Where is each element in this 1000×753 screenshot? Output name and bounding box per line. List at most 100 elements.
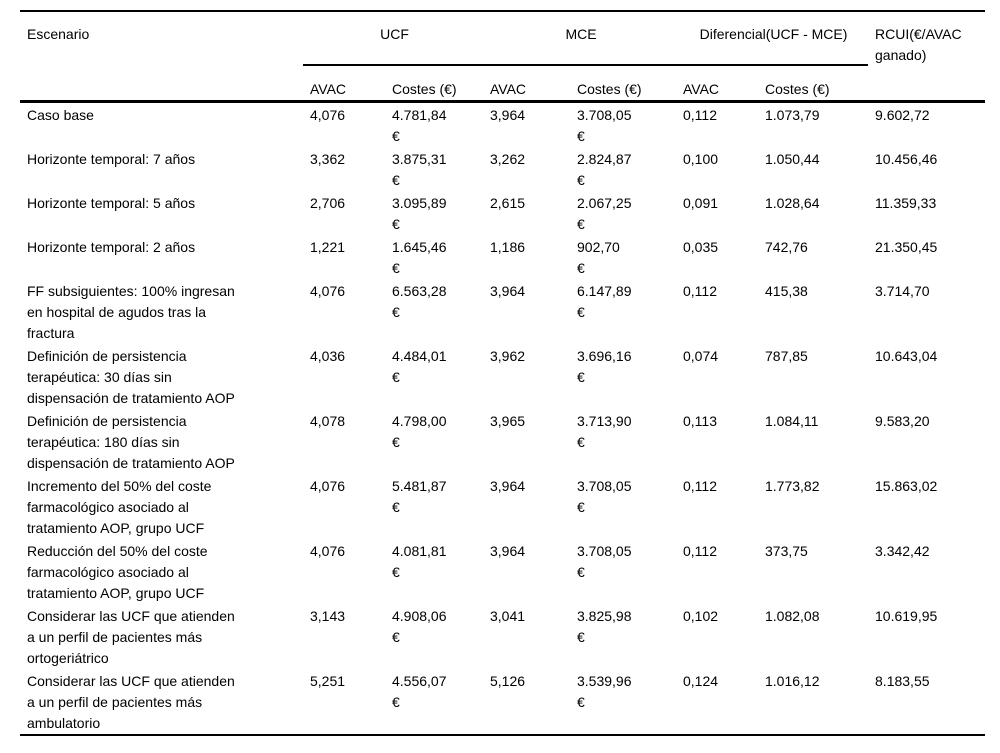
cell-dif-costes: 1.016,12 (765, 673, 820, 689)
cell-dif-costes: 415,38 (765, 283, 808, 299)
table-row: Horizonte temporal: 5 años 2,706 3.095,8… (20, 191, 985, 235)
cell-ucf-costes: 4.081,81 € (392, 543, 447, 580)
cell-dif-costes: 1.773,82 (765, 478, 820, 494)
cell-mce-avac: 3,964 (490, 107, 526, 123)
cell-mce-avac: 3,041 (490, 608, 526, 624)
cell-mce-costes: 3.713,90 € (577, 413, 632, 450)
cell-ucf-avac: 5,251 (310, 673, 346, 689)
cell-mce-costes: 2.824,87 € (577, 151, 632, 188)
table-row: FF subsiguientes: 100% ingresan en hospi… (20, 279, 985, 344)
cell-ucf-costes: 4.556,07 € (392, 673, 447, 710)
cell-dif-costes: 1.082,08 (765, 608, 820, 624)
cell-ucf-costes: 6.563,28 € (392, 283, 447, 320)
group-header-row: Escenario UCF MCE Diferencial(UCF - MCE)… (20, 11, 986, 103)
cell-mce-avac: 3,262 (490, 151, 526, 167)
cell-ucf-costes: 4.781,84 € (392, 107, 447, 144)
table-row: Reducción del 50% del coste farmacológic… (20, 539, 985, 604)
column-group-mce: MCE (483, 11, 676, 66)
column-subheader-ucf-avac: AVAC (303, 65, 385, 103)
cell-dif-avac: 0,112 (683, 107, 717, 123)
cell-ucf-avac: 4,076 (310, 543, 346, 559)
cell-rcui: 9.583,20 (875, 413, 930, 429)
cell-mce-costes: 3.708,05 € (577, 543, 632, 580)
cell-mce-costes: 902,70 € (577, 239, 620, 276)
cell-rcui: 15.863,02 (875, 478, 938, 494)
table-row: Definición de persistencia terapéutica: … (20, 344, 985, 409)
table-row: Considerar las UCF que atienden a un per… (20, 669, 985, 735)
cell-ucf-avac: 4,078 (310, 413, 346, 429)
cell-mce-avac: 5,126 (490, 673, 526, 689)
cell-mce-costes: 3.708,05 € (577, 478, 632, 515)
cell-dif-avac: 0,112 (683, 543, 717, 559)
cell-dif-avac: 0,091 (683, 195, 719, 211)
table-row: Considerar las UCF que atienden a un per… (20, 604, 985, 669)
cell-escenario: Definición de persistencia terapéutica: … (27, 413, 235, 471)
table-row: Incremento del 50% del coste farmacológi… (20, 474, 985, 539)
cell-escenario: Considerar las UCF que atienden a un per… (27, 673, 235, 731)
cell-ucf-costes: 5.481,87 € (392, 478, 447, 515)
cell-mce-avac: 3,964 (490, 478, 526, 494)
cell-dif-avac: 0,102 (683, 608, 719, 624)
cell-mce-costes: 3.539,96 € (577, 673, 632, 710)
cell-rcui: 10.619,95 (875, 608, 938, 624)
table-row: Horizonte temporal: 7 años 3,362 3.875,3… (20, 147, 985, 191)
cell-mce-avac: 3,964 (490, 543, 526, 559)
cell-ucf-costes: 1.645,46 € (392, 239, 447, 276)
column-group-ucf: UCF (303, 11, 483, 66)
cell-ucf-avac: 3,143 (310, 608, 346, 624)
cell-mce-costes: 3.708,05 € (577, 107, 632, 144)
cell-rcui: 9.602,72 (875, 107, 930, 123)
column-header-escenario: Escenario (20, 11, 303, 103)
cell-rcui: 11.359,33 (875, 195, 937, 211)
cell-ucf-costes: 4.798,00 € (392, 413, 447, 450)
column-group-diferencial: Diferencial(UCF - MCE) (676, 11, 869, 66)
table-row: Caso base 4,076 4.781,84 € 3,964 3.708,0… (20, 102, 985, 148)
cell-mce-avac: 2,615 (490, 195, 526, 211)
cell-mce-avac: 3,965 (490, 413, 526, 429)
cell-dif-costes: 373,75 (765, 543, 808, 559)
cell-mce-costes: 3.825,98 € (577, 608, 632, 645)
column-subheader-mce-avac: AVAC (483, 65, 570, 103)
cell-ucf-costes: 4.484,01 € (392, 348, 447, 385)
cell-dif-avac: 0,113 (683, 413, 717, 429)
cell-dif-avac: 0,035 (683, 239, 719, 255)
cell-mce-avac: 3,964 (490, 283, 526, 299)
table-row: Horizonte temporal: 2 años 1,221 1.645,4… (20, 235, 985, 279)
cell-dif-avac: 0,100 (683, 151, 719, 167)
cell-rcui: 10.643,04 (875, 348, 938, 364)
cell-rcui: 10.456,46 (875, 151, 938, 167)
cell-ucf-avac: 2,706 (310, 195, 346, 211)
cell-ucf-costes: 4.908,06 € (392, 608, 447, 645)
cell-mce-costes: 2.067,25 € (577, 195, 632, 232)
cell-ucf-avac: 4,036 (310, 348, 346, 364)
column-subheader-ucf-costes: Costes (€) (385, 65, 483, 103)
cell-rcui: 21.350,45 (875, 239, 938, 255)
cell-dif-avac: 0,124 (683, 673, 719, 689)
cell-ucf-costes: 3.095,89 € (392, 195, 447, 232)
cell-escenario: Incremento del 50% del coste farmacológi… (27, 478, 212, 536)
cell-dif-avac: 0,112 (683, 478, 717, 494)
cell-mce-avac: 1,186 (490, 239, 526, 255)
cell-dif-costes: 742,76 (765, 239, 808, 255)
column-subheader-dif-avac: AVAC (676, 65, 758, 103)
cell-escenario: Horizonte temporal: 5 años (27, 195, 196, 211)
cell-dif-costes: 787,85 (765, 348, 808, 364)
cell-dif-costes: 1.050,44 (765, 151, 820, 167)
cell-ucf-costes: 3.875,31 € (392, 151, 447, 188)
cell-mce-costes: 6.147,89 € (577, 283, 632, 320)
column-subheader-mce-costes: Costes (€) (570, 65, 676, 103)
cell-ucf-avac: 3,362 (310, 151, 346, 167)
cell-rcui: 8.183,55 (875, 673, 930, 689)
cell-mce-avac: 3,962 (490, 348, 526, 364)
cell-dif-avac: 0,112 (683, 283, 717, 299)
table-row: Definición de persistencia terapéutica: … (20, 409, 985, 474)
cell-dif-costes: 1.028,64 (765, 195, 820, 211)
cell-escenario: Caso base (27, 107, 94, 123)
cell-rcui: 3.342,42 (875, 543, 930, 559)
column-subheader-dif-costes: Costes (€) (758, 65, 869, 103)
cell-ucf-avac: 4,076 (310, 107, 346, 123)
cell-dif-costes: 1.084,11 (765, 413, 819, 429)
cell-ucf-avac: 4,076 (310, 478, 346, 494)
cell-dif-avac: 0,074 (683, 348, 719, 364)
